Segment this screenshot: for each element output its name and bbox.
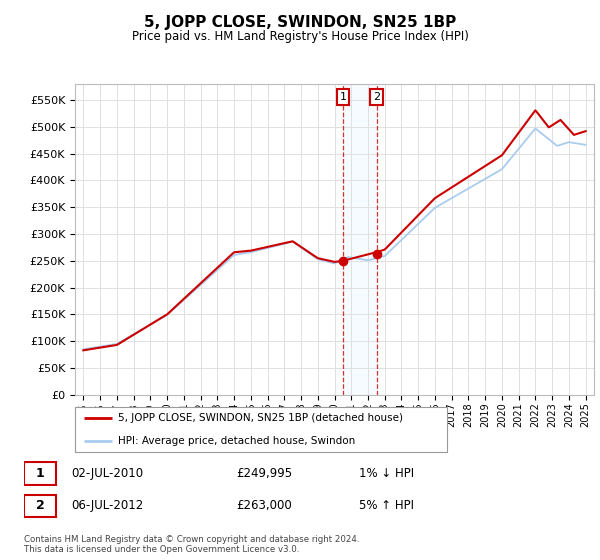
Text: HPI: Average price, detached house, Swindon: HPI: Average price, detached house, Swin… — [118, 436, 355, 446]
Text: 5, JOPP CLOSE, SWINDON, SN25 1BP: 5, JOPP CLOSE, SWINDON, SN25 1BP — [144, 15, 456, 30]
FancyBboxPatch shape — [24, 462, 56, 485]
Text: 02-JUL-2010: 02-JUL-2010 — [71, 467, 143, 480]
Text: 2: 2 — [36, 500, 44, 512]
Text: 5, JOPP CLOSE, SWINDON, SN25 1BP (detached house): 5, JOPP CLOSE, SWINDON, SN25 1BP (detach… — [118, 413, 403, 423]
Text: Price paid vs. HM Land Registry's House Price Index (HPI): Price paid vs. HM Land Registry's House … — [131, 30, 469, 43]
Text: 2: 2 — [373, 92, 380, 102]
Text: Contains HM Land Registry data © Crown copyright and database right 2024.
This d: Contains HM Land Registry data © Crown c… — [24, 535, 359, 554]
FancyBboxPatch shape — [75, 407, 447, 452]
Text: £263,000: £263,000 — [236, 500, 292, 512]
Text: 5% ↑ HPI: 5% ↑ HPI — [359, 500, 414, 512]
Text: 06-JUL-2012: 06-JUL-2012 — [71, 500, 143, 512]
Text: 1% ↓ HPI: 1% ↓ HPI — [359, 467, 414, 480]
Text: £249,995: £249,995 — [236, 467, 292, 480]
FancyBboxPatch shape — [24, 494, 56, 517]
Text: 1: 1 — [36, 467, 44, 480]
Text: 1: 1 — [340, 92, 346, 102]
Bar — [343, 84, 377, 395]
